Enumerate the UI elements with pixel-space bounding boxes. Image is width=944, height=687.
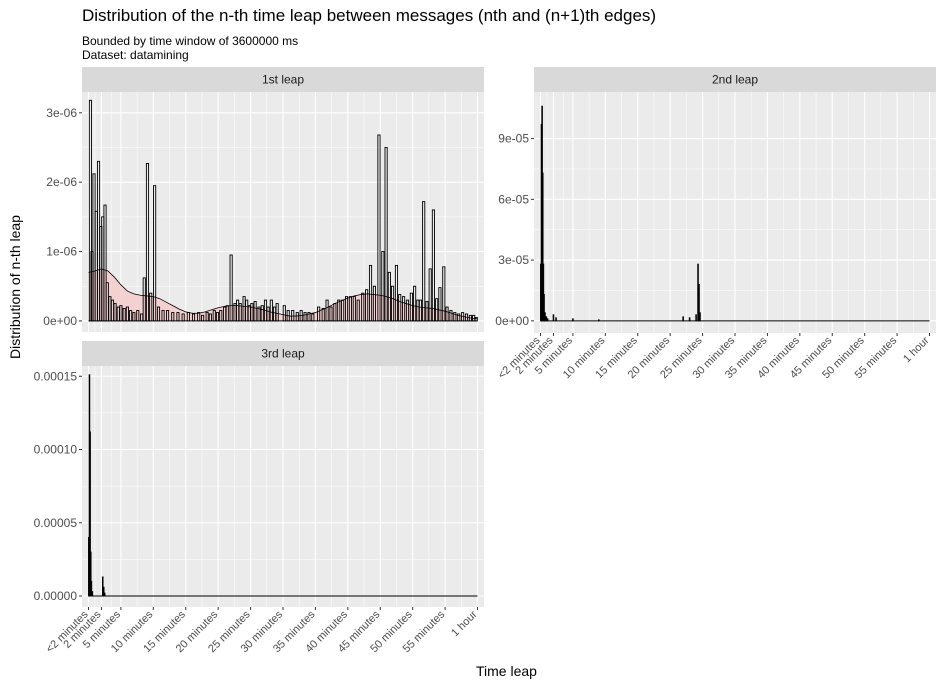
- facet-strip: [534, 67, 936, 92]
- histogram-bar: [699, 312, 701, 322]
- x-tick-label: 1 hour: [449, 608, 480, 639]
- y-tick-label: 2e-06: [46, 175, 77, 189]
- y-tick-label: 3e-05: [498, 253, 529, 267]
- y-tick-label: 0e+00: [43, 314, 77, 328]
- y-tick-label: 0.00010: [34, 443, 78, 457]
- x-axis-label: Time leap: [476, 663, 537, 679]
- histogram-bar: [552, 314, 555, 322]
- subtitle-line-dataset: Dataset: datamining: [82, 48, 189, 62]
- y-tick-label: 9e-05: [498, 132, 529, 146]
- histogram-bar: [544, 312, 546, 322]
- facet-panel-1: 1st leap 0e+00 1e-06 2e-06 3e-06: [43, 67, 484, 332]
- subtitle-line-window: Bounded by time window of 3600000 ms: [82, 34, 299, 48]
- y-tick-label: 0.00000: [34, 589, 78, 603]
- facet-strip: [82, 67, 484, 92]
- y-tick-label: 0e+00: [495, 314, 529, 328]
- y-tick-label: 0.00015: [34, 369, 78, 383]
- facet-strip-label: 1st leap: [262, 73, 304, 87]
- chart-title: Distribution of the n-th time leap betwe…: [82, 6, 657, 25]
- y-tick-label: 1e-06: [46, 245, 77, 259]
- x-tick-label: 1 hour: [901, 334, 932, 365]
- histogram-bar: [545, 316, 548, 322]
- y-tick-label: 6e-05: [498, 192, 529, 206]
- chart-subtitle: Bounded by time window of 3600000 ms Dat…: [82, 34, 298, 62]
- y-tick-label: 0.00005: [34, 516, 78, 530]
- facet-strip-label: 3rd leap: [261, 347, 305, 361]
- facet-strip-label: 2nd leap: [712, 73, 758, 87]
- histogram-bar: [91, 591, 94, 597]
- density-line: [88, 268, 478, 320]
- histogram-bar: [682, 316, 684, 322]
- facet-strip: [82, 341, 484, 366]
- histogram-bar: [695, 314, 697, 322]
- y-tick-label: 3e-06: [46, 106, 77, 120]
